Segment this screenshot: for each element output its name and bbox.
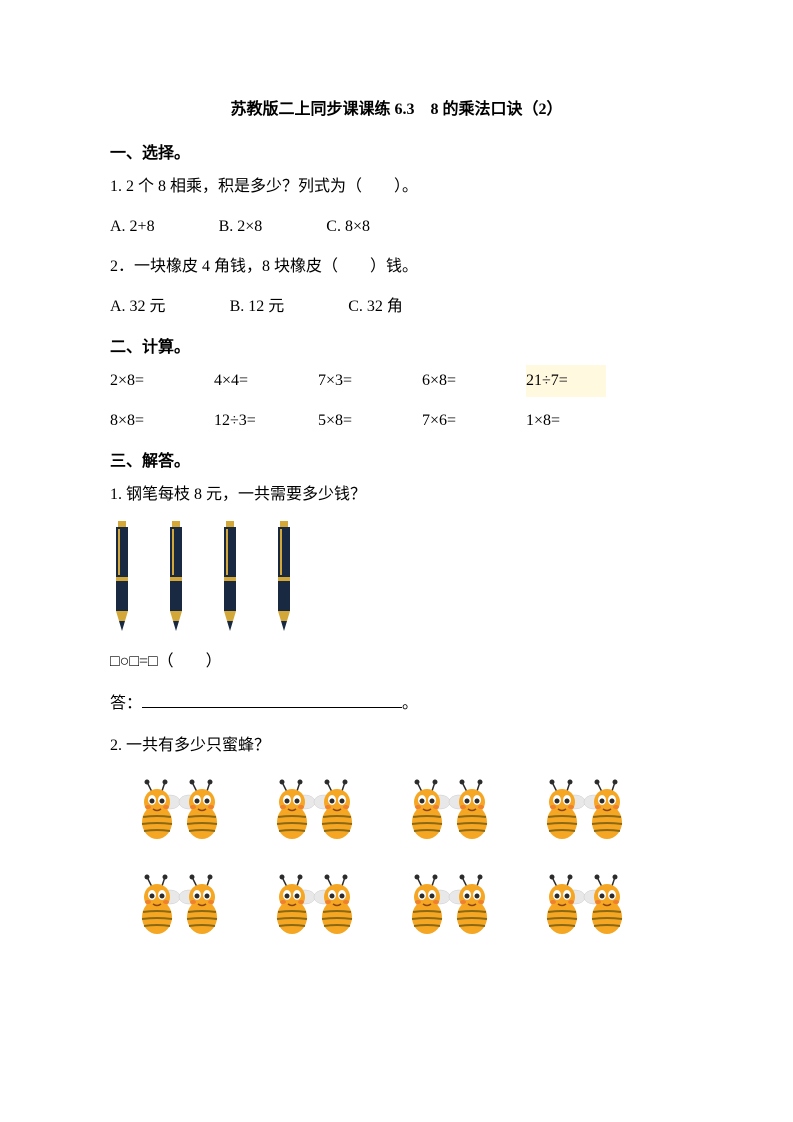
pen-icon <box>272 521 296 631</box>
q3-1-formula: □○□=□（ ） <box>110 646 683 678</box>
q2-options: A. 32 元 B. 12 元 C. 32 角 <box>110 291 683 323</box>
q2-opt-c: C. 32 角 <box>348 291 403 323</box>
bees-image <box>110 777 683 942</box>
page-title: 苏教版二上同步课课练 6.3 8 的乘法口诀（2） <box>110 95 683 119</box>
q1-opt-a: A. 2+8 <box>110 211 155 243</box>
calc-r2-c3: 5×8= <box>318 405 418 437</box>
q1-options: A. 2+8 B. 2×8 C. 8×8 <box>110 211 683 243</box>
calc-r2-c4: 7×6= <box>422 405 522 437</box>
calc-r2-c1: 8×8= <box>110 405 210 437</box>
bee-pair-icon <box>535 872 635 942</box>
bees-row1 <box>110 777 683 847</box>
calc-r1-c3: 7×3= <box>318 365 418 397</box>
q2-opt-a: A. 32 元 <box>110 291 166 323</box>
pen-icon <box>218 521 242 631</box>
bee-pair-icon <box>265 777 365 847</box>
calc-row2: 8×8= 12÷3= 5×8= 7×6= 1×8= <box>110 405 683 437</box>
calc-r2-c5: 1×8= <box>526 405 626 437</box>
pen-icon <box>110 521 134 631</box>
bee-pair-icon <box>535 777 635 847</box>
calc-r1-c4: 6×8= <box>422 365 522 397</box>
pen-icon <box>164 521 188 631</box>
bees-row2 <box>110 872 683 942</box>
section2-header: 二、计算。 <box>110 333 683 357</box>
q2-text: 2．一块橡皮 4 角钱，8 块橡皮（ ）钱。 <box>110 251 683 283</box>
answer-blank <box>142 707 402 708</box>
calc-row1: 2×8= 4×4= 7×3= 6×8= 21÷7= <box>110 365 683 397</box>
calc-r1-c1: 2×8= <box>110 365 210 397</box>
calc-r1-c2: 4×4= <box>214 365 314 397</box>
q3-2-text: 2. 一共有多少只蜜蜂？ <box>110 730 683 762</box>
q1-opt-c: C. 8×8 <box>326 211 370 243</box>
bee-pair-icon <box>130 777 230 847</box>
bee-pair-icon <box>130 872 230 942</box>
q3-1-answer: 答： 。 <box>110 688 683 720</box>
bee-pair-icon <box>400 777 500 847</box>
calc-r2-c2: 12÷3= <box>214 405 314 437</box>
q1-opt-b: B. 2×8 <box>219 211 263 243</box>
bee-pair-icon <box>265 872 365 942</box>
q1-text: 1. 2 个 8 相乘，积是多少？列式为（ ）。 <box>110 171 683 203</box>
q2-opt-b: B. 12 元 <box>230 291 285 323</box>
answer-prefix: 答： <box>110 695 142 712</box>
bee-pair-icon <box>400 872 500 942</box>
calc-r1-c5: 21÷7= <box>526 365 606 397</box>
answer-suffix: 。 <box>402 695 418 712</box>
section1-header: 一、选择。 <box>110 139 683 163</box>
pens-image <box>110 521 683 631</box>
section3-header: 三、解答。 <box>110 447 683 471</box>
q3-1-text: 1. 钢笔每枝 8 元，一共需要多少钱？ <box>110 479 683 511</box>
